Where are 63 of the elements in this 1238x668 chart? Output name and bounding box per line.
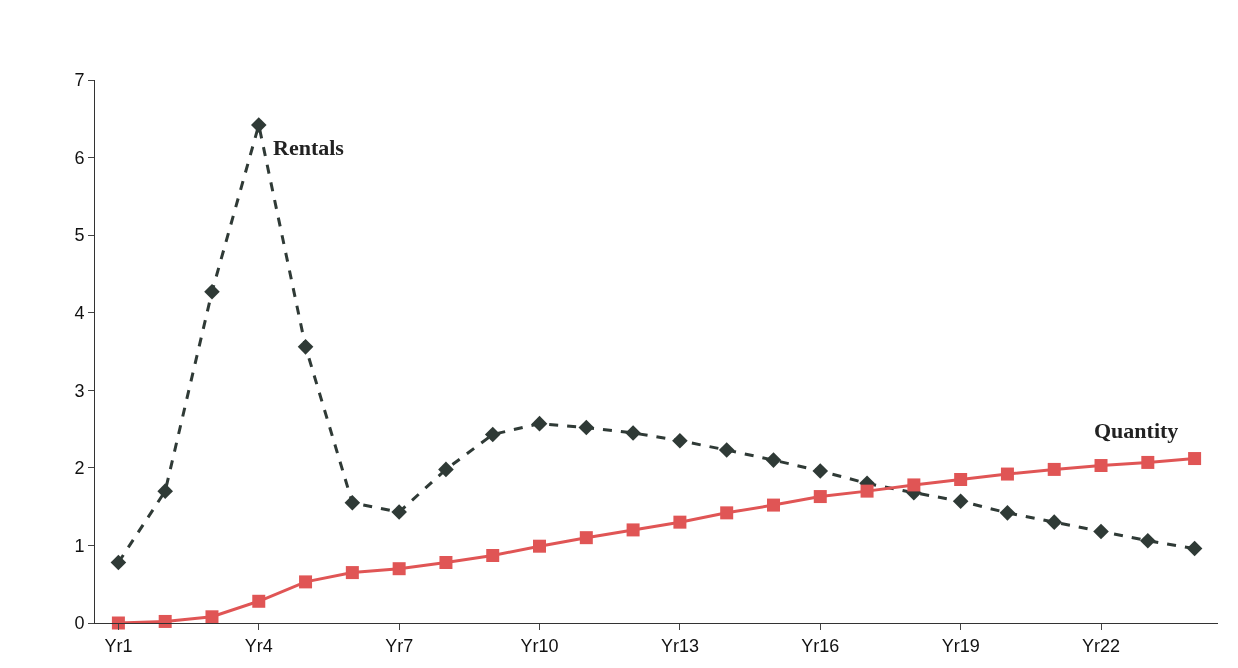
point <box>1141 455 1155 469</box>
point <box>252 594 266 608</box>
point <box>1186 540 1203 557</box>
y-tick-label: 0 <box>74 613 85 634</box>
point <box>391 504 407 520</box>
point <box>297 339 314 355</box>
point <box>954 472 968 486</box>
point <box>1046 514 1063 530</box>
point <box>860 484 874 498</box>
x-tick-label: Yr16 <box>801 635 840 656</box>
point <box>1093 523 1109 540</box>
point <box>625 425 641 441</box>
y-tick-label: 4 <box>74 303 85 324</box>
point <box>486 549 500 563</box>
y-tick-label: 6 <box>74 147 85 168</box>
point <box>531 415 548 432</box>
point <box>579 531 593 545</box>
point <box>766 498 780 512</box>
point <box>345 566 359 580</box>
point <box>765 452 782 468</box>
series-label: Rentals <box>273 135 345 160</box>
x-tick-label: Yr19 <box>941 635 980 656</box>
point <box>812 463 829 479</box>
point <box>626 523 640 537</box>
point <box>110 554 127 571</box>
point <box>813 490 827 504</box>
point <box>578 419 595 436</box>
point <box>720 506 734 520</box>
y-tick-label: 5 <box>74 225 85 246</box>
point <box>1047 462 1061 476</box>
x-tick-label: Yr13 <box>660 635 699 656</box>
point <box>439 555 453 569</box>
point <box>205 610 219 624</box>
x-tick-label: Yr7 <box>385 635 414 656</box>
point <box>1140 532 1156 549</box>
x-tick-label: Yr4 <box>244 635 273 656</box>
point <box>1094 459 1108 473</box>
point <box>157 483 173 499</box>
point <box>392 562 406 576</box>
y-tick-label: 3 <box>74 380 85 401</box>
point <box>1000 467 1014 481</box>
point <box>204 283 220 300</box>
x-tick-label: Yr10 <box>520 635 559 656</box>
point <box>952 493 969 510</box>
x-tick-label: Yr1 <box>104 635 133 656</box>
point <box>999 505 1016 521</box>
point <box>672 432 688 449</box>
point <box>484 426 501 443</box>
point <box>438 461 454 478</box>
point <box>718 442 735 458</box>
point <box>299 575 313 589</box>
point <box>533 539 547 553</box>
point <box>673 515 687 529</box>
point <box>1188 452 1202 466</box>
x-tick-label: Yr22 <box>1082 635 1121 656</box>
y-tick-label: 2 <box>74 458 85 479</box>
point <box>344 494 361 511</box>
series-label: Quantity <box>1094 418 1179 443</box>
point <box>250 117 267 133</box>
y-tick-label: 1 <box>74 535 85 556</box>
point <box>907 478 921 492</box>
point <box>158 614 172 628</box>
y-tick-label: 7 <box>74 70 85 91</box>
